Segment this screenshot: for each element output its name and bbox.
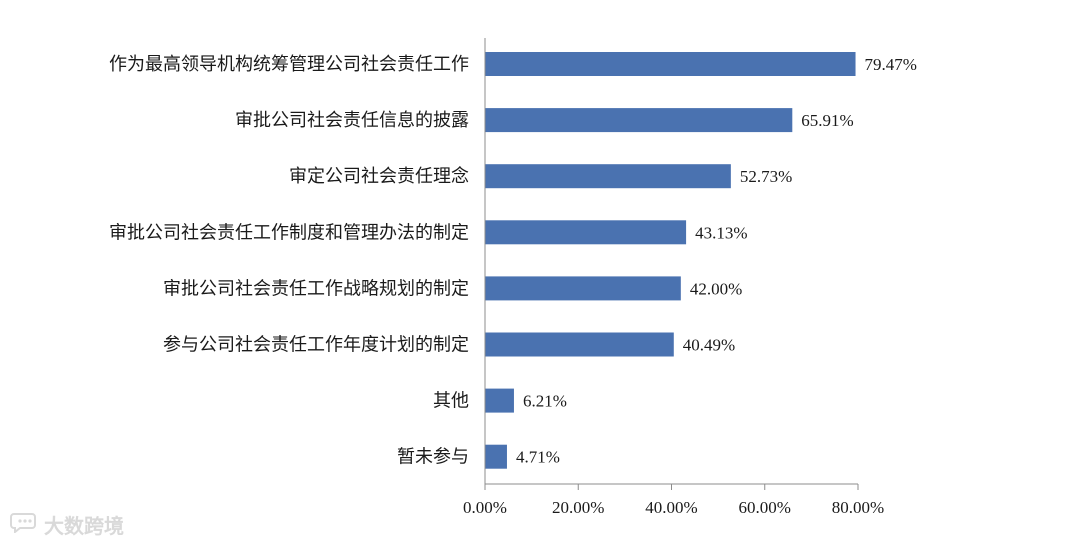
axes: 0.00% 20.00% 40.00% 60.00% 80.00% [463, 38, 884, 517]
bar [485, 164, 731, 189]
x-tick-label: 0.00% [463, 498, 507, 517]
category-label: 审批公司社会责任工作战略规划的制定 [163, 278, 469, 299]
data-label: 52.73% [740, 167, 792, 186]
bar [485, 388, 514, 413]
watermark: 大数跨境 [10, 510, 124, 539]
category-label: 审定公司社会责任理念 [289, 165, 469, 187]
category-label: 作为最高领导机构统筹管理公司社会责任工作 [109, 54, 469, 75]
bar [485, 52, 856, 76]
data-label: 79.47% [865, 55, 917, 74]
data-label: 6.21% [523, 392, 567, 411]
category-label: 审批公司社会责任工作制度和管理办法的制定 [109, 222, 469, 243]
bar [485, 276, 681, 301]
x-tick-label: 40.00% [645, 498, 697, 517]
data-label: 42.00% [690, 279, 742, 298]
data-label: 40.49% [683, 336, 735, 355]
x-tick-label: 80.00% [832, 498, 884, 517]
x-tick-label: 20.00% [552, 498, 604, 517]
category-labels: 作为最高领导机构统筹管理公司社会责任工作审批公司社会责任信息的披露审定公司社会责… [109, 54, 469, 468]
watermark-text: 大数跨境 [44, 514, 124, 538]
bar [485, 332, 674, 357]
category-label: 审批公司社会责任信息的披露 [235, 110, 469, 131]
bar [485, 444, 507, 469]
category-label: 暂未参与 [397, 447, 469, 468]
data-label: 65.91% [801, 111, 853, 130]
value-labels: 79.47% 65.91% 52.73% 43.13% 42.00% 40.49% 6.21… [516, 55, 917, 467]
bar [485, 220, 687, 245]
data-label: 43.13% [695, 223, 747, 242]
bars-layer [485, 52, 856, 469]
category-label: 参与公司社会责任工作年度计划的制定 [163, 335, 469, 356]
chat-bubble-icon [10, 511, 40, 538]
data-label: 4.71% [516, 448, 560, 467]
category-label: 其他 [433, 391, 469, 412]
x-tick-label: 60.00% [739, 498, 791, 517]
bar [485, 108, 793, 133]
